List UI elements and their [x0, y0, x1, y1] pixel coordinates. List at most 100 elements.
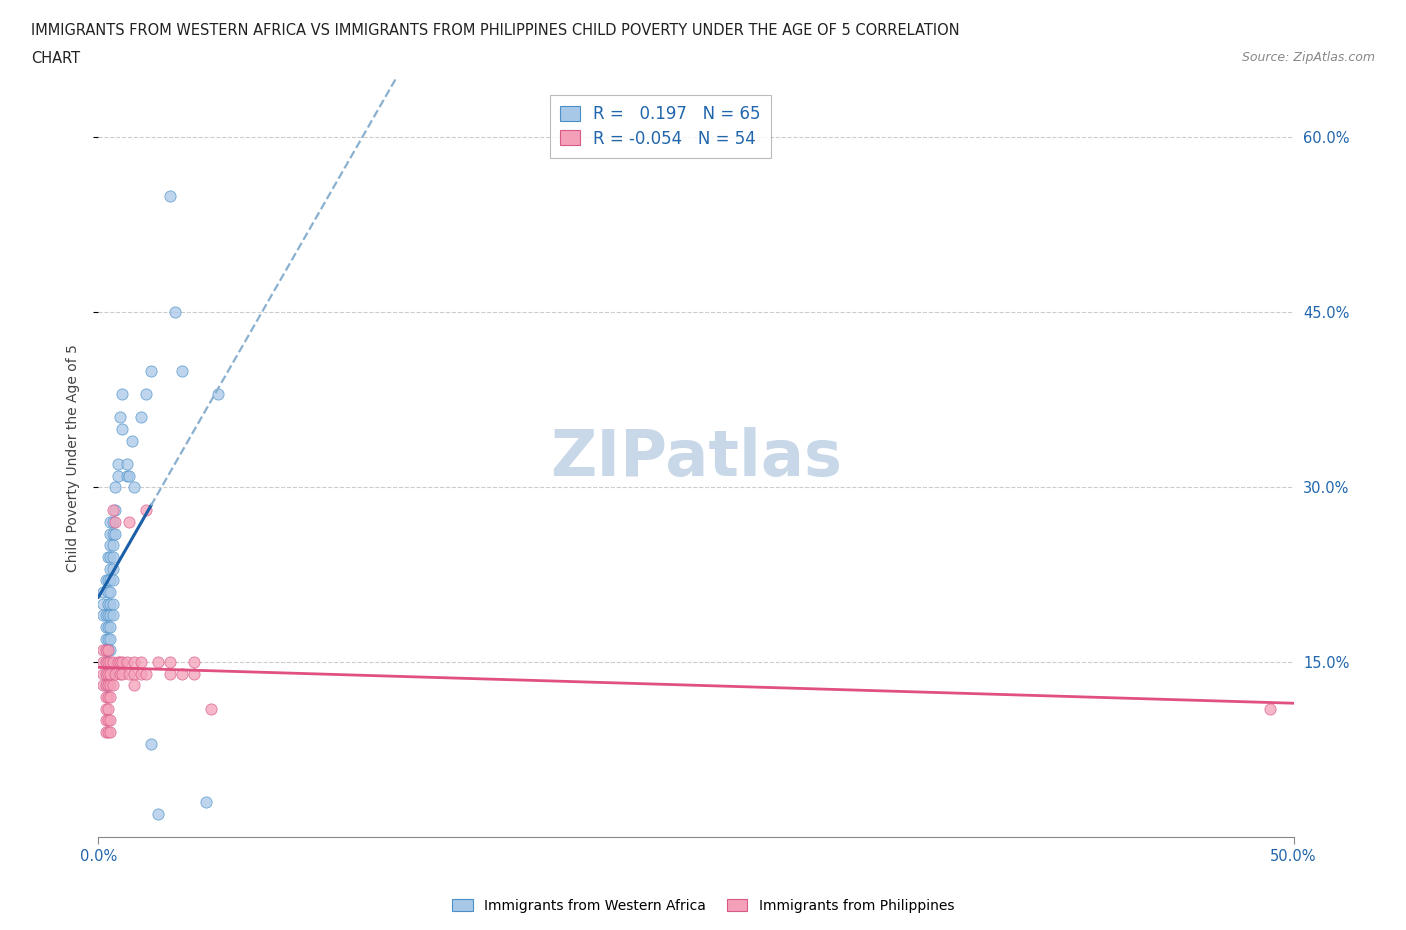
Point: [107, 457, 129, 472]
Point: [108, 655, 131, 670]
Point: [101, 526, 124, 541]
Point: [124, 678, 146, 693]
Point: [107, 468, 129, 483]
Point: [91, 608, 114, 623]
Point: [97, 619, 120, 634]
Point: [111, 655, 134, 670]
Point: [108, 666, 131, 681]
Point: [98, 514, 122, 529]
Point: [115, 655, 138, 670]
Point: [172, 666, 194, 681]
Point: [101, 538, 124, 553]
Point: [111, 421, 134, 436]
Point: [98, 666, 122, 681]
Point: [131, 410, 153, 425]
Point: [139, 363, 162, 378]
Point: [98, 631, 122, 646]
Point: [94, 701, 117, 716]
Point: [98, 690, 122, 705]
Point: [98, 562, 122, 577]
Point: [115, 457, 138, 472]
Text: ZIPatlas: ZIPatlas: [550, 427, 842, 489]
Point: [91, 666, 114, 681]
Point: [104, 514, 127, 529]
Point: [207, 387, 229, 402]
Point: [104, 503, 127, 518]
Point: [91, 655, 114, 670]
Point: [97, 573, 120, 588]
Point: [101, 608, 124, 623]
Point: [97, 643, 120, 658]
Point: [98, 655, 122, 670]
Point: [98, 596, 122, 611]
Point: [98, 526, 122, 541]
Point: [118, 666, 141, 681]
Point: [121, 433, 143, 448]
Point: [101, 562, 124, 577]
Point: [135, 503, 157, 518]
Point: [98, 550, 122, 565]
Point: [135, 666, 157, 681]
Point: [94, 666, 117, 681]
Point: [97, 678, 120, 693]
Point: [101, 503, 124, 518]
Point: [183, 655, 205, 670]
Point: [97, 666, 120, 681]
Point: [200, 701, 222, 716]
Point: [118, 468, 141, 483]
Point: [91, 643, 114, 658]
Point: [97, 655, 120, 670]
Point: [94, 678, 117, 693]
Point: [91, 596, 114, 611]
Point: [135, 387, 157, 402]
Point: [97, 655, 120, 670]
Point: [139, 737, 162, 751]
Point: [94, 619, 117, 634]
Point: [97, 701, 120, 716]
Point: [94, 631, 117, 646]
Text: IMMIGRANTS FROM WESTERN AFRICA VS IMMIGRANTS FROM PHILIPPINES CHILD POVERTY UNDE: IMMIGRANTS FROM WESTERN AFRICA VS IMMIGR…: [31, 23, 959, 38]
Point: [159, 655, 181, 670]
Point: [97, 631, 120, 646]
Point: [97, 550, 120, 565]
Point: [94, 690, 117, 705]
Point: [97, 643, 120, 658]
Point: [91, 585, 114, 600]
Point: [131, 655, 153, 670]
Point: [97, 713, 120, 728]
Point: [183, 666, 205, 681]
Point: [159, 666, 181, 681]
Point: [101, 573, 124, 588]
Point: [97, 690, 120, 705]
Point: [94, 573, 117, 588]
Point: [101, 514, 124, 529]
Point: [98, 724, 122, 739]
Point: [148, 806, 170, 821]
Point: [124, 480, 146, 495]
Point: [98, 538, 122, 553]
Point: [1258, 701, 1281, 716]
Point: [108, 410, 131, 425]
Point: [172, 363, 194, 378]
Text: Source: ZipAtlas.com: Source: ZipAtlas.com: [1241, 51, 1375, 64]
Y-axis label: Child Poverty Under the Age of 5: Child Poverty Under the Age of 5: [66, 344, 80, 572]
Point: [97, 596, 120, 611]
Point: [94, 724, 117, 739]
Point: [104, 526, 127, 541]
Point: [98, 619, 122, 634]
Point: [131, 666, 153, 681]
Legend: Immigrants from Western Africa, Immigrants from Philippines: Immigrants from Western Africa, Immigran…: [446, 894, 960, 919]
Point: [148, 655, 170, 670]
Point: [104, 480, 127, 495]
Point: [94, 643, 117, 658]
Point: [94, 678, 117, 693]
Point: [104, 666, 127, 681]
Point: [101, 678, 124, 693]
Point: [163, 305, 186, 320]
Point: [94, 666, 117, 681]
Point: [94, 643, 117, 658]
Point: [101, 550, 124, 565]
Point: [94, 713, 117, 728]
Point: [94, 608, 117, 623]
Point: [97, 666, 120, 681]
